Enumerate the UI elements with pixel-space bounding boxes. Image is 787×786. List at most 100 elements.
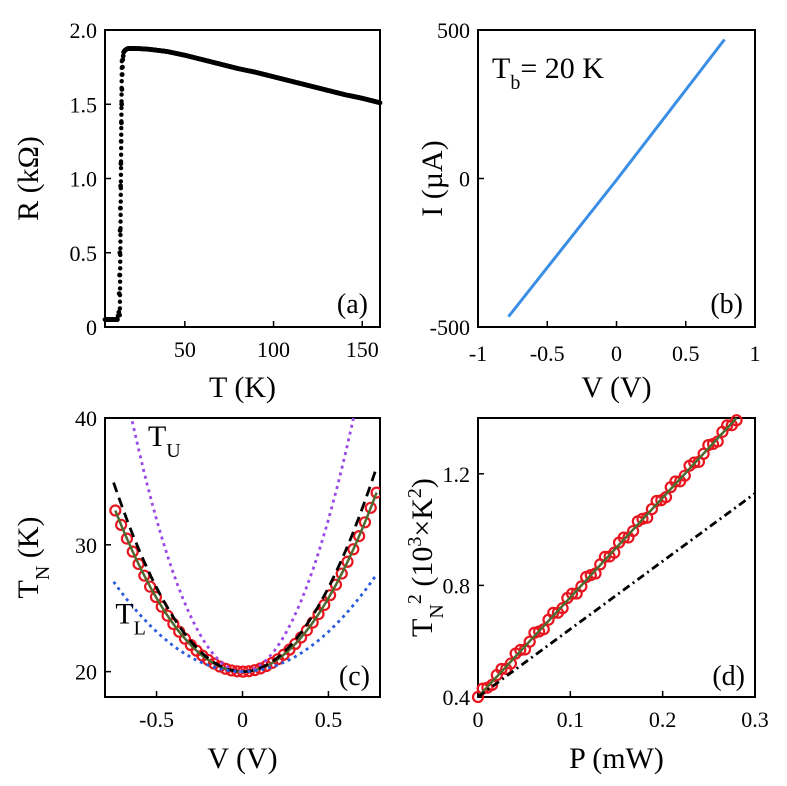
data-point [514,643,527,657]
data-point [118,246,123,251]
data-point [659,490,673,504]
x-tick-label: 0 [611,341,622,366]
data-point [118,192,123,198]
y-tick-label: 2.0 [70,18,98,43]
data-point [118,172,124,177]
y-tick-label: 30 [75,533,97,558]
data-point [486,678,499,691]
data-point [119,112,124,117]
data-point [364,501,377,514]
x-tick-label: -0.5 [139,707,174,732]
panel-label: (b) [710,289,743,320]
data-point [118,232,123,238]
data-point [721,419,734,432]
data-point [118,152,124,157]
data-point [617,531,630,544]
x-tick-label: 0 [473,707,484,732]
data-point [117,272,123,278]
data-point [118,199,123,204]
x-tick-label: 0.2 [649,707,677,732]
y-tick-label: 0.8 [443,573,471,598]
data-point [117,312,123,318]
data-point [608,546,621,559]
y-tick-label: 500 [437,18,470,43]
y-tick-label: 0.5 [70,241,98,266]
data-point [495,662,508,676]
x-axis-label: V (V) [207,742,277,775]
data-point [119,65,124,71]
x-tick-label: 0.5 [672,341,700,366]
series-t-l [112,573,378,673]
data-point [118,219,123,224]
x-tick-label: 0.3 [741,707,769,732]
data-point [377,100,383,106]
x-tick-label: 0.5 [315,707,343,732]
x-tick-label: 0.1 [557,707,585,732]
data-point [126,545,139,558]
data-point [119,72,124,77]
plot-frame [104,417,381,698]
x-axis-label: P (mW) [569,742,664,775]
data-point [565,587,579,600]
panel-label: (c) [339,661,370,692]
data-point [118,185,124,191]
panel-a: 50 100 150 0 0.5 1.0 1.5 2.0 T (K) R (kΩ) (a) [12,18,383,404]
data-point [504,657,518,670]
x-tick-label: 150 [346,337,379,362]
data-point [117,292,123,298]
data-point [118,252,123,258]
data-point [636,512,649,525]
y-axis-label: TN2 (103×K2) [404,478,448,637]
y-tick-label: 0 [459,167,470,192]
data-point [115,317,120,322]
y-tick-label: -500 [430,315,470,340]
data-point [119,125,124,131]
x-axis-label: V (V) [581,371,651,404]
series-line [507,38,726,318]
data-point [118,212,123,218]
series-mid [112,466,378,673]
data-point [730,414,743,427]
y-tick-label: 40 [75,406,97,431]
series-reference [477,492,756,699]
data-point [547,606,560,619]
y-axis-label: I (µA) [416,140,449,216]
y-tick-label: 0.4 [443,685,471,710]
data-point [118,206,123,211]
data-point [149,590,163,604]
plot-frame [104,29,381,328]
panel-d: 0 0.1 0.2 0.3 0.4 0.8 1.2 P (mW) TN2 (103×K2) (d) [404,414,769,775]
panel-label: (a) [337,289,368,320]
data-point [523,635,536,648]
data-point [119,132,124,137]
data-point [118,226,123,231]
y-axis-label: R (kΩ) [12,136,45,221]
data-point [347,543,360,556]
data-point [117,306,123,311]
x-tick-label: 50 [174,337,196,362]
data-point [118,179,124,184]
data-point [117,266,123,271]
y-tick-label: 1.2 [443,462,471,487]
x-tick-label: 1 [750,341,761,366]
data-point [118,165,124,171]
data-point [119,79,124,84]
x-tick-label: 100 [257,337,290,362]
plot-frame [477,417,756,698]
data-point [627,524,640,538]
data-point [335,567,348,580]
curve-label: TU [148,420,181,462]
curve-label: TL [115,597,146,639]
data-point [312,607,325,621]
series-fit [114,492,378,673]
data-point [109,504,122,517]
panel-label: (d) [712,661,745,692]
panel-c: -0.5 0 0.5 20 30 40 V (V) TN (K) TU TL (c) [12,406,381,775]
data-point [669,475,682,488]
data-point [117,279,123,284]
data-point [598,550,612,563]
data-point [118,259,123,264]
x-axis-label: T (K) [209,371,276,404]
data-point [118,145,124,151]
data-point [370,486,380,499]
